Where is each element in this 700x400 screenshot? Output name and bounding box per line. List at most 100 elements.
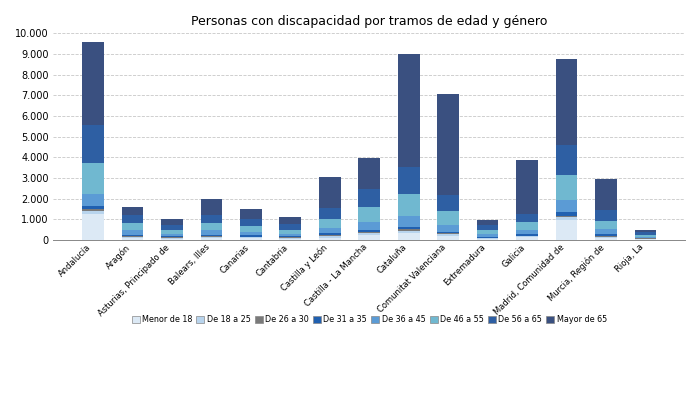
Bar [319,238,341,240]
Bar [635,239,657,240]
Bar [82,214,104,240]
Bar [477,220,498,225]
Bar [82,211,104,214]
Bar [240,232,262,235]
Bar [122,208,144,215]
Bar [556,220,578,240]
Bar [556,200,578,212]
Bar [240,238,262,240]
Bar [240,219,262,226]
Bar [556,216,578,217]
Bar [201,222,223,230]
Bar [358,232,380,233]
Bar [438,94,459,194]
Bar [279,230,301,234]
Bar [122,215,144,223]
Bar [635,237,657,238]
Bar [438,211,459,225]
Bar [358,235,380,240]
Bar [161,234,183,236]
Bar [122,230,144,234]
Bar [358,207,380,222]
Bar [279,234,301,236]
Bar [240,236,262,237]
Bar [82,194,104,206]
Bar [161,239,183,240]
Bar [595,234,617,236]
Bar [122,234,144,236]
Bar [516,160,538,214]
Bar [240,237,262,238]
Title: Personas con discapacidad por tramos de edad y género: Personas con discapacidad por tramos de … [191,15,547,28]
Bar [161,238,183,239]
Bar [516,238,538,240]
Bar [398,227,419,229]
Bar [595,238,617,240]
Bar [201,230,223,234]
Bar [438,232,459,233]
Bar [477,237,498,238]
Bar [398,194,419,216]
Bar [398,216,419,227]
Bar [595,220,617,229]
Bar [201,234,223,236]
Bar [82,209,104,211]
Bar [240,226,262,232]
Bar [319,233,341,235]
Bar [635,232,657,235]
Bar [240,209,262,219]
Bar [319,219,341,228]
Bar [438,194,459,211]
Bar [319,236,341,238]
Bar [279,217,301,224]
Bar [358,230,380,232]
Bar [358,222,380,230]
Bar [201,237,223,238]
Bar [398,233,419,240]
Bar [398,54,419,167]
Bar [477,239,498,240]
Bar [279,239,301,240]
Bar [595,210,617,220]
Bar [279,237,301,238]
Bar [122,236,144,237]
Bar [122,237,144,238]
Bar [516,230,538,234]
Bar [635,235,657,237]
Bar [319,228,341,233]
Bar [398,229,419,230]
Bar [595,179,617,210]
Bar [516,236,538,238]
Bar [358,233,380,235]
Bar [279,238,301,239]
Bar [319,235,341,236]
Bar [82,42,104,125]
Bar [161,237,183,238]
Bar [635,230,657,232]
Bar [556,217,578,220]
Bar [595,229,617,234]
Bar [398,167,419,194]
Bar [358,189,380,207]
Bar [82,206,104,209]
Bar [201,199,223,215]
Bar [438,225,459,232]
Bar [82,125,104,163]
Bar [161,225,183,230]
Bar [240,235,262,236]
Bar [319,177,341,208]
Bar [161,219,183,225]
Bar [438,236,459,240]
Bar [438,234,459,236]
Bar [122,223,144,230]
Bar [556,145,578,175]
Bar [477,230,498,234]
Bar [556,58,578,145]
Bar [477,234,498,237]
Bar [279,224,301,230]
Bar [82,163,104,194]
Bar [201,236,223,237]
Bar [556,212,578,216]
Bar [161,230,183,234]
Bar [398,230,419,233]
